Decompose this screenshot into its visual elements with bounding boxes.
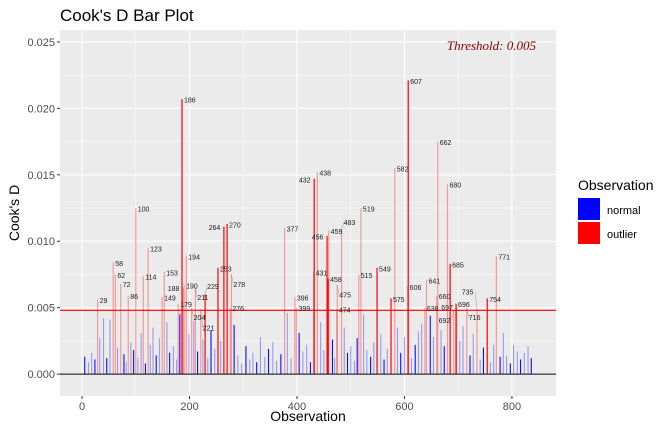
outlier-label: 696 bbox=[458, 302, 470, 309]
outlier-label: 582 bbox=[397, 167, 409, 174]
legend: Observation normal outlier bbox=[578, 177, 653, 244]
outlier-label: 29 bbox=[100, 298, 108, 305]
outlier-label: 190 bbox=[186, 284, 198, 291]
outlier-label: 680 bbox=[449, 183, 461, 190]
outlier-label: 204 bbox=[194, 315, 206, 322]
x-axis-title: Observation bbox=[270, 408, 345, 424]
outlier-label: 149 bbox=[164, 296, 176, 303]
outlier-label: 716 bbox=[469, 315, 481, 322]
outlier-label: 459 bbox=[331, 229, 343, 236]
outlier-label: 229 bbox=[207, 284, 219, 291]
label-leader-line bbox=[451, 310, 455, 321]
outlier-label: 641 bbox=[428, 278, 440, 285]
label-leader-line bbox=[200, 308, 203, 329]
outlier-label: 72 bbox=[123, 282, 131, 289]
y-tick-label: 0.000 bbox=[27, 369, 55, 381]
outlier-label: 697 bbox=[441, 305, 453, 312]
legend-title: Observation bbox=[578, 177, 653, 193]
outlier-label: 474 bbox=[339, 307, 351, 314]
outlier-label: 377 bbox=[287, 226, 299, 233]
outlier-label: 515 bbox=[361, 273, 373, 280]
outlier-label: 660 bbox=[439, 294, 451, 301]
outlier-label: 549 bbox=[379, 266, 391, 273]
outlier-label: 264 bbox=[209, 225, 221, 232]
outlier-label: 438 bbox=[319, 171, 331, 178]
bars bbox=[60, 80, 556, 375]
legend-label-outlier: outlier bbox=[607, 229, 637, 241]
chart-title: Cook's D Bar Plot bbox=[60, 6, 194, 25]
outlier-label: 278 bbox=[233, 282, 245, 289]
x-tick-label: 0 bbox=[79, 401, 85, 413]
outlier-label: 638 bbox=[427, 306, 439, 313]
outlier-label: 62 bbox=[117, 273, 125, 280]
outlier-label: 211 bbox=[197, 295, 208, 302]
outlier-label: 458 bbox=[330, 277, 342, 284]
axes: 0 200 400 600 800 0.000 0.005 0.010 0.015 0.020 0.… bbox=[27, 37, 521, 413]
outlier-label: 692 bbox=[439, 318, 451, 325]
outlier-label: 179 bbox=[180, 302, 192, 309]
outlier-label: 396 bbox=[297, 296, 309, 303]
y-tick-label: 0.025 bbox=[27, 37, 55, 49]
outlier-label: 607 bbox=[410, 79, 422, 86]
label-leader-line bbox=[337, 285, 340, 296]
outlier-label: 735 bbox=[462, 289, 474, 296]
label-leader-line bbox=[204, 286, 208, 295]
x-tick-label: 600 bbox=[395, 401, 413, 413]
outlier-label: 186 bbox=[184, 98, 196, 105]
legend-key-outlier bbox=[578, 222, 600, 244]
label-leader-lines bbox=[191, 222, 478, 329]
label-leader-line bbox=[195, 287, 198, 298]
outlier-label: 253 bbox=[220, 266, 232, 273]
outlier-label: 432 bbox=[299, 177, 311, 184]
outlier-label: 86 bbox=[130, 294, 138, 301]
outlier-label: 606 bbox=[410, 285, 422, 292]
y-tick-label: 0.015 bbox=[27, 170, 55, 182]
outlier-label: 58 bbox=[115, 261, 123, 268]
legend-label-normal: normal bbox=[607, 205, 641, 217]
outlier-label: 662 bbox=[440, 140, 452, 147]
x-tick-label: 200 bbox=[180, 401, 198, 413]
threshold-label: Threshold: 0.005 bbox=[447, 38, 537, 53]
x-tick-label: 800 bbox=[503, 401, 521, 413]
outlier-label: 100 bbox=[138, 207, 150, 214]
outlier-label: 153 bbox=[166, 270, 178, 277]
outlier-label: 188 bbox=[168, 286, 180, 293]
plot-panel bbox=[60, 30, 556, 396]
outlier-label: 270 bbox=[229, 222, 241, 229]
outlier-label: 221 bbox=[203, 325, 215, 332]
outlier-label: 431 bbox=[316, 270, 328, 277]
outlier-label: 771 bbox=[498, 254, 510, 261]
label-leader-line bbox=[474, 291, 478, 310]
y-tick-label: 0.005 bbox=[27, 303, 55, 315]
outlier-label: 276 bbox=[232, 306, 244, 313]
label-leader-line bbox=[466, 307, 469, 318]
y-tick-label: 0.010 bbox=[27, 236, 55, 248]
outlier-label: 575 bbox=[393, 297, 405, 304]
y-tick-label: 0.020 bbox=[27, 103, 55, 115]
outlier-label: 114 bbox=[145, 274, 156, 281]
label-leader-line bbox=[341, 222, 344, 231]
y-axis-title: Cook's D bbox=[6, 185, 22, 241]
outlier-label: 475 bbox=[339, 293, 351, 300]
outlier-label: 456 bbox=[312, 234, 324, 241]
outlier-label: 519 bbox=[363, 207, 375, 214]
x-tick-label: 400 bbox=[288, 401, 306, 413]
outlier-label: 399 bbox=[298, 306, 310, 313]
outlier-label: 754 bbox=[489, 297, 501, 304]
outlier-label: 194 bbox=[188, 254, 200, 261]
outlier-label: 685 bbox=[452, 262, 464, 269]
outlier-label: 123 bbox=[150, 246, 162, 253]
legend-key-normal bbox=[578, 198, 600, 220]
outlier-label: 483 bbox=[344, 220, 356, 227]
label-leader-line bbox=[191, 307, 194, 318]
label-leader-line bbox=[231, 274, 234, 285]
